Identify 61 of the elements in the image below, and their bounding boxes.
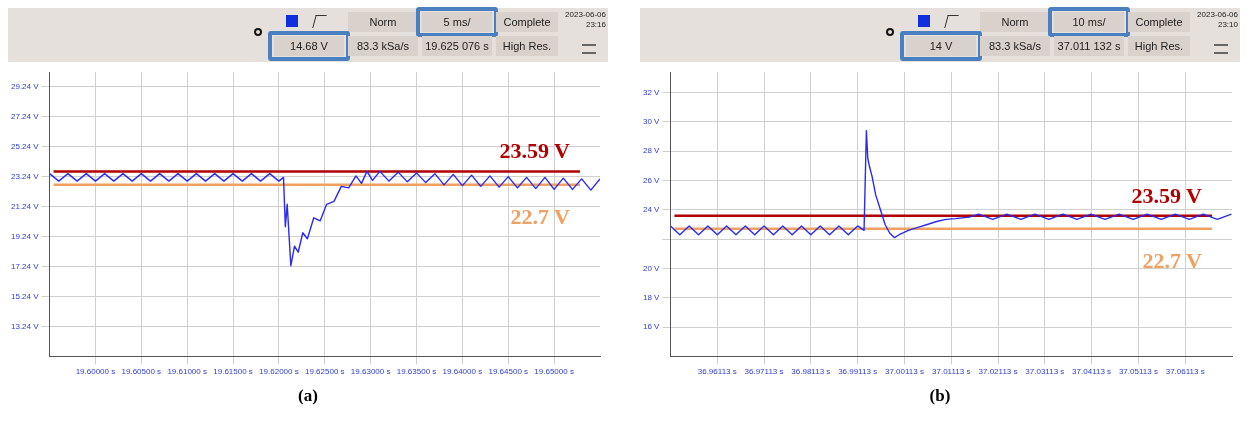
text: (a) bbox=[297, 386, 319, 406]
x-tick-label: 36.97113 s bbox=[744, 367, 784, 377]
x-tick-label: 19.62500 s bbox=[304, 367, 345, 377]
x-tick-label: 37.03113 s bbox=[1025, 367, 1065, 377]
text: High Res. bbox=[1128, 36, 1190, 56]
ref-line-label: 23.59 V bbox=[1131, 182, 1203, 208]
x-tick-label: 37.00113 s bbox=[884, 367, 924, 377]
text: 2023-06-06 23:16 bbox=[564, 10, 606, 30]
text: Complete bbox=[496, 12, 558, 32]
text: 2023-06-06 23:10 bbox=[1196, 10, 1238, 30]
y-tick-label: 32 V bbox=[642, 87, 661, 97]
text: 5 ms/ bbox=[422, 12, 492, 32]
y-tick-label: 20 V bbox=[642, 263, 661, 273]
text: Complete bbox=[1128, 12, 1190, 32]
text: 83.3 kSa/s bbox=[348, 36, 418, 56]
text: 14.68 V bbox=[274, 36, 344, 56]
x-tick-label: 19.60000 s bbox=[75, 367, 116, 377]
x-tick-label: 37.02113 s bbox=[978, 367, 1018, 377]
y-tick-label: 23.24 V bbox=[11, 171, 40, 181]
x-tick-label: 37.04113 s bbox=[1072, 367, 1112, 377]
ref-line-label: 22.7 V bbox=[1142, 247, 1203, 273]
x-tick-label: 19.61500 s bbox=[213, 367, 253, 377]
y-tick-label: 27.24 V bbox=[11, 112, 40, 122]
x-tick-label: 19.64500 s bbox=[488, 367, 529, 377]
y-tick-label: 18 V bbox=[642, 292, 661, 302]
y-tick-label: 26 V bbox=[642, 175, 661, 185]
x-tick-label: 19.63500 s bbox=[396, 367, 437, 377]
text: (b) bbox=[928, 386, 952, 406]
text: High Res. bbox=[496, 36, 558, 56]
x-tick-label: 37.05113 s bbox=[1118, 367, 1158, 377]
x-tick-label: 36.98113 s bbox=[791, 367, 831, 377]
x-tick-label: 19.61000 s bbox=[167, 367, 207, 377]
y-tick-label: 17.24 V bbox=[11, 261, 40, 271]
text: Norm bbox=[980, 12, 1050, 32]
text: 10 ms/ bbox=[1054, 12, 1124, 32]
text: 14 V bbox=[906, 36, 976, 56]
y-tick-label: 28 V bbox=[642, 146, 661, 156]
x-tick-label: 37.06113 s bbox=[1165, 367, 1205, 377]
y-tick-label: 29.24 V bbox=[11, 82, 40, 92]
y-tick-label: 19.24 V bbox=[11, 231, 40, 241]
x-tick-label: 36.96113 s bbox=[697, 367, 737, 377]
ref-line-label: 22.7 V bbox=[510, 203, 571, 229]
y-tick-label: 24 V bbox=[642, 205, 661, 215]
x-tick-label: 19.62000 s bbox=[259, 367, 299, 377]
y-tick-label: 15.24 V bbox=[11, 291, 40, 301]
y-tick-label: 13.24 V bbox=[11, 321, 40, 331]
y-tick-label: 21.24 V bbox=[11, 201, 40, 211]
text: 37.011 132 s bbox=[1054, 36, 1124, 56]
x-tick-label: 37.01113 s bbox=[932, 367, 971, 377]
x-tick-label: 19.65000 s bbox=[534, 367, 574, 377]
y-tick-label: 25.24 V bbox=[11, 142, 40, 152]
x-tick-label: 36.99113 s bbox=[838, 367, 878, 377]
text: Norm bbox=[348, 12, 418, 32]
ref-line-label: 23.59 V bbox=[499, 138, 571, 164]
y-tick-label: 30 V bbox=[642, 117, 661, 127]
x-tick-label: 19.63000 s bbox=[350, 367, 391, 377]
y-tick-label: 16 V bbox=[642, 322, 661, 332]
text: 83.3 kSa/s bbox=[980, 36, 1050, 56]
x-tick-label: 19.64000 s bbox=[442, 367, 483, 377]
x-tick-label: 19.60500 s bbox=[121, 367, 162, 377]
text: 19.625 076 s bbox=[422, 36, 492, 56]
